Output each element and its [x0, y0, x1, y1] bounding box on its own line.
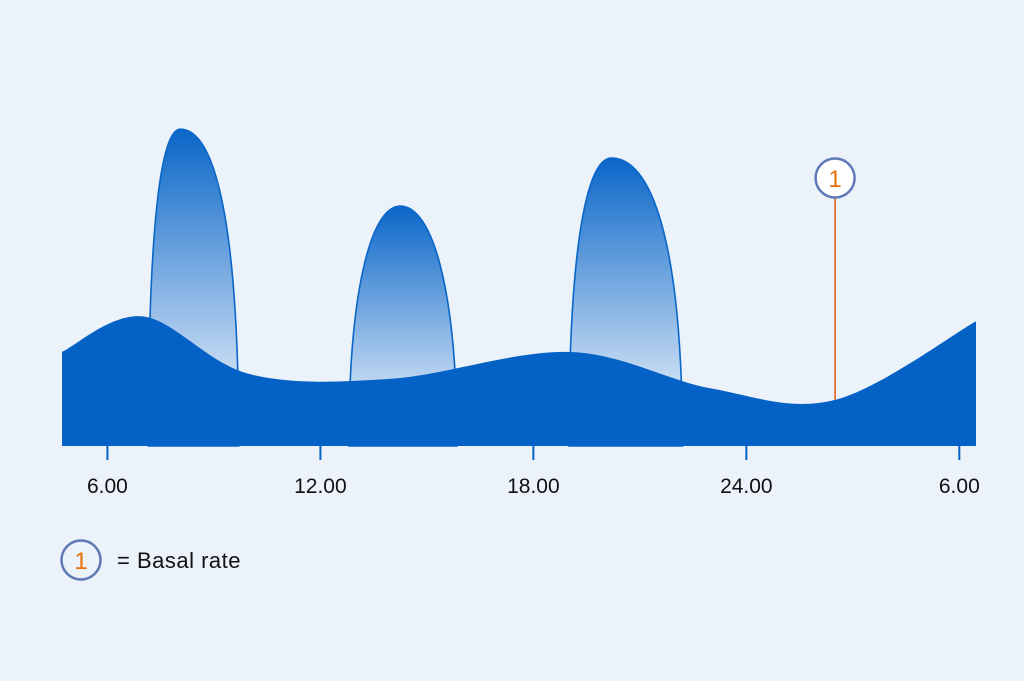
x-tick-label-4: 24.00	[720, 475, 773, 498]
legend-label: = Basal rate	[117, 548, 241, 573]
basal-layer	[62, 316, 976, 446]
marker-ring	[814, 157, 856, 199]
x-tick-label-1: 6.00	[87, 475, 128, 498]
basal-area	[62, 316, 976, 446]
legend: 1 = Basal rate	[60, 539, 241, 581]
x-tick-label-2: 12.00	[294, 475, 347, 498]
marker-number: 1	[828, 166, 841, 193]
x-tick-label-3: 18.00	[507, 475, 560, 498]
legend-symbol-ring	[60, 539, 102, 581]
legend-symbol-number: 1	[74, 548, 87, 575]
x-axis: 6.00 12.00 18.00 24.00 6.00	[87, 446, 980, 498]
basal-rate-marker: 1	[814, 157, 856, 400]
x-tick-label-5: 6.00	[939, 475, 980, 498]
